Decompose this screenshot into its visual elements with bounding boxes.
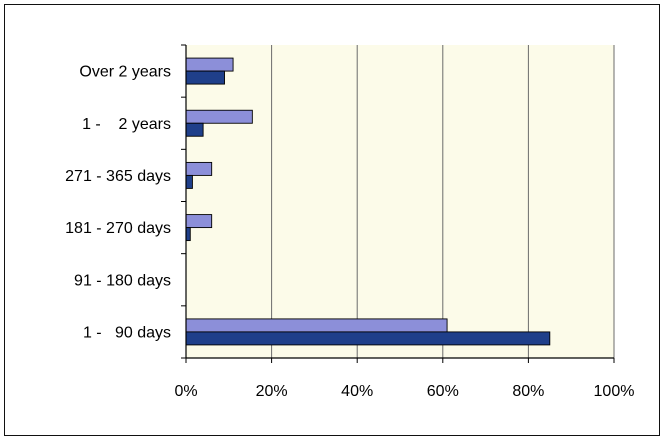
bar	[185, 174, 193, 189]
bar	[185, 70, 225, 85]
y-tick-label: 91 - 180 days	[74, 272, 171, 289]
bar	[185, 161, 213, 176]
bar	[185, 331, 551, 346]
x-tick-label: 0%	[174, 383, 197, 400]
bar	[185, 57, 234, 72]
y-tick-label: 1 - 90 days	[83, 324, 171, 341]
x-tick-label: 100%	[594, 383, 635, 400]
tick-labels: Over 2 years 1 - 2 years 271 - 365 days 181…	[65, 64, 634, 400]
bar	[185, 122, 204, 137]
gridlines	[271, 45, 615, 358]
y-tick-label: 1 - 2 years	[82, 116, 171, 133]
bar	[185, 214, 213, 229]
y-tick-label: 271 - 365 days	[65, 168, 171, 185]
x-tick-label: 20%	[256, 383, 288, 400]
x-tick-label: 80%	[512, 383, 544, 400]
axes	[181, 44, 615, 363]
bar	[185, 318, 448, 333]
x-tick-label: 60%	[427, 383, 459, 400]
bar	[185, 227, 191, 242]
y-tick-label: Over 2 years	[79, 64, 171, 81]
bar	[185, 109, 253, 124]
y-tick-label: 181 - 270 days	[65, 220, 171, 237]
x-tick-label: 40%	[341, 383, 373, 400]
plot-area	[186, 45, 614, 358]
bars	[185, 57, 551, 346]
